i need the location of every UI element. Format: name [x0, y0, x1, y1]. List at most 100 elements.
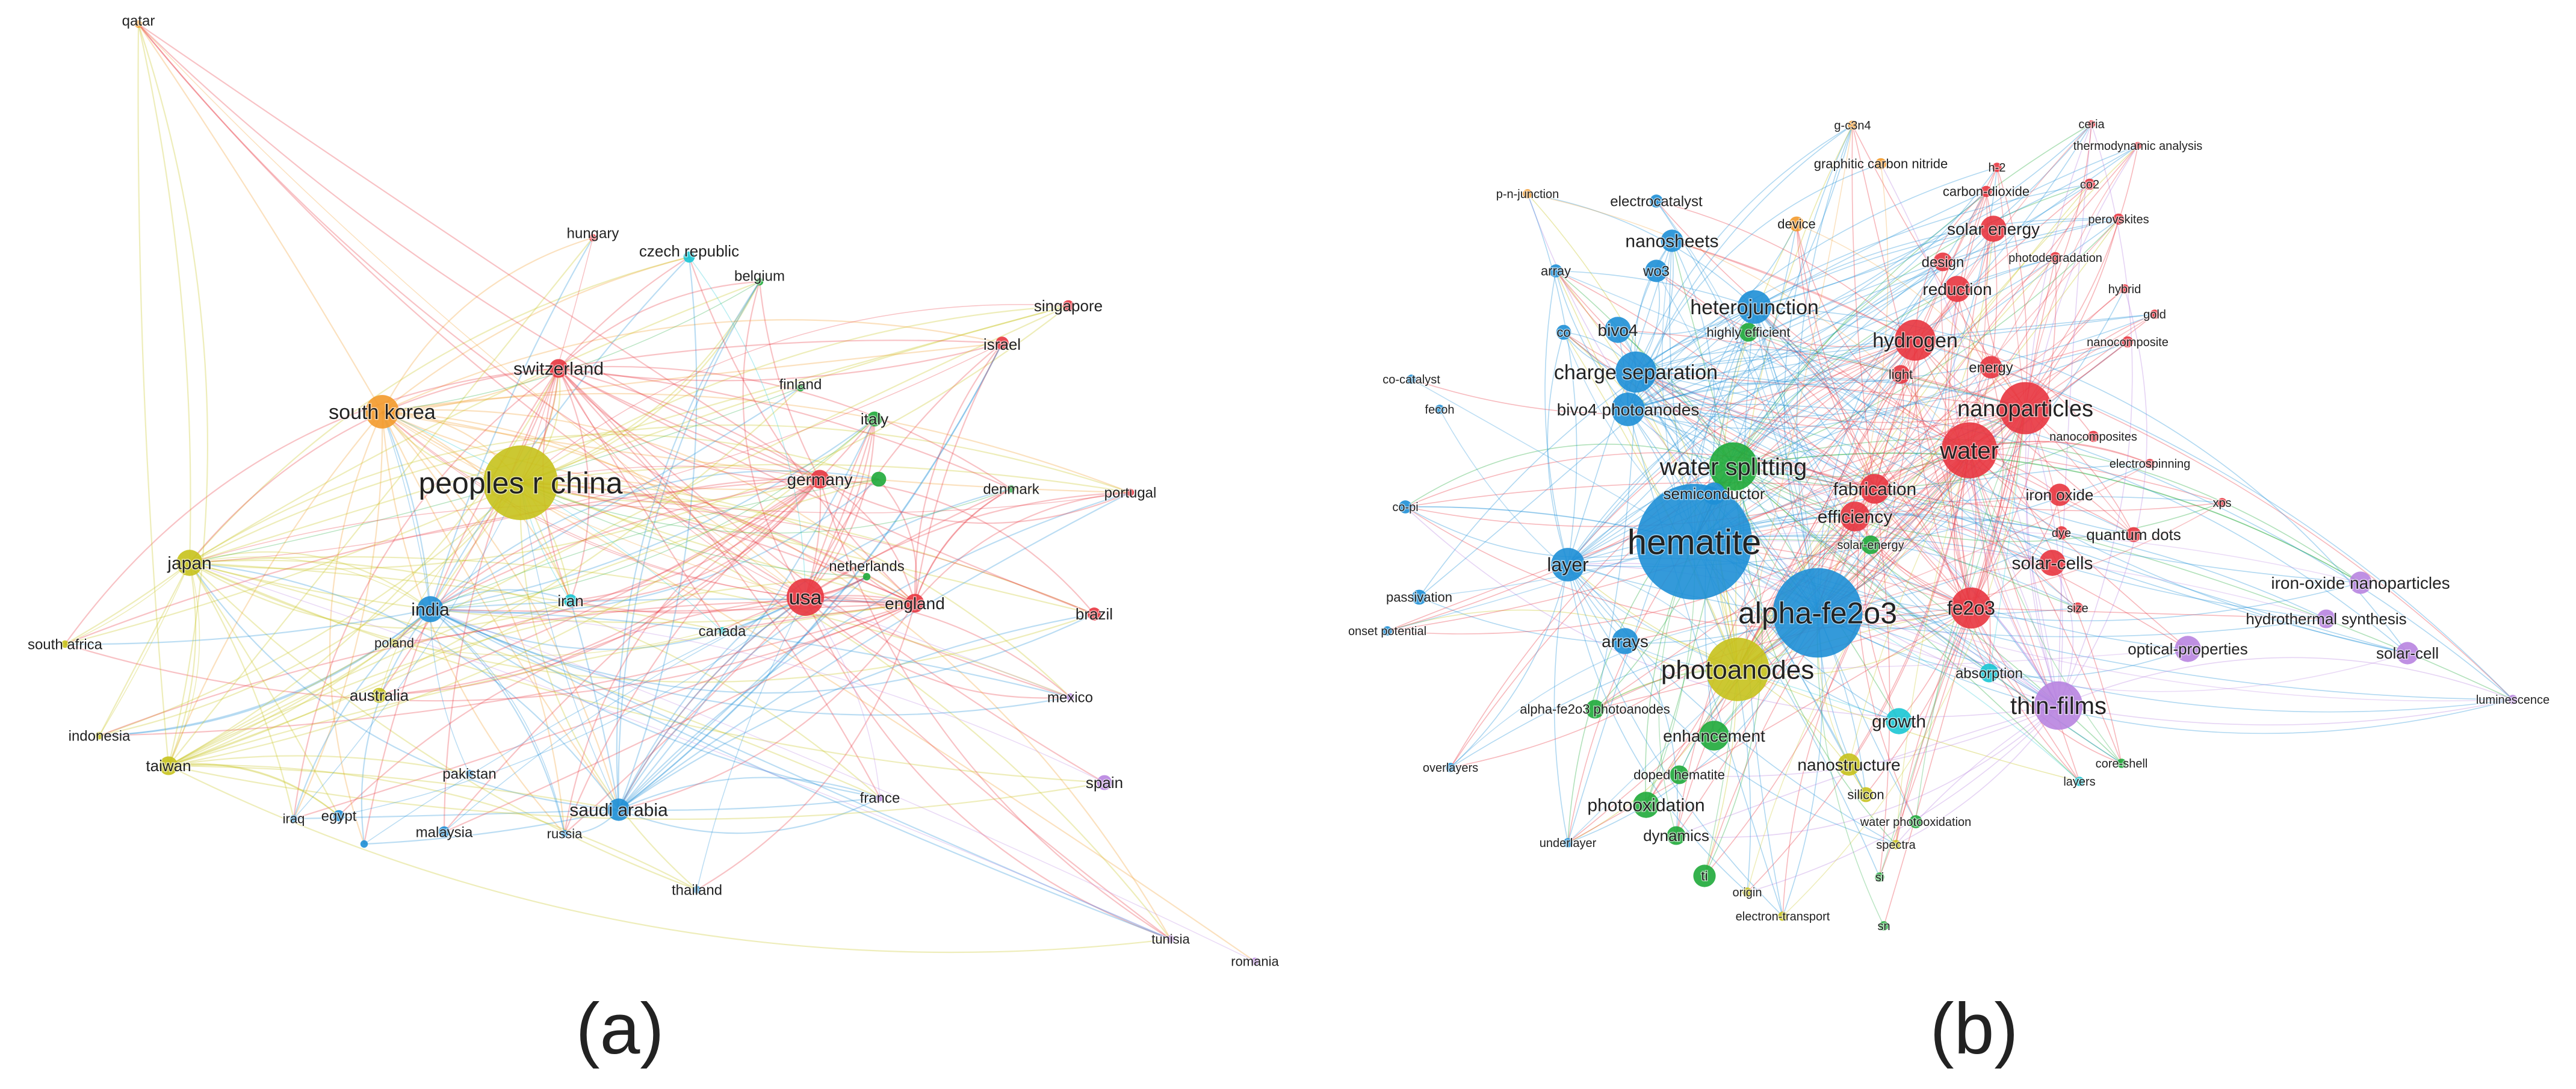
- edge-a-11-22: [819, 478, 1095, 615]
- labels-panel-a: qatar hungary czech republic belgium singapo…: [26, 12, 1280, 970]
- edge-b-24-60: [1915, 340, 1991, 674]
- edge-b-31-58: [1627, 403, 2408, 654]
- edge-a-7-35: [382, 411, 619, 810]
- edge-b-30-28: [1635, 371, 2026, 409]
- edge-a-26-19: [805, 597, 1071, 698]
- edge-a-15-37: [189, 562, 1105, 784]
- node-a-france: [876, 793, 884, 802]
- edge-a-6-18: [558, 368, 590, 601]
- label-b-co2: co2: [2080, 178, 2099, 191]
- edge-b-66-51: [1450, 612, 1818, 768]
- edge-a-19-9: [805, 418, 876, 598]
- edge-b-33-11: [1966, 228, 1994, 451]
- edge-b-78-30: [1879, 408, 2026, 878]
- node-b-highly-efficient: [1739, 323, 1758, 342]
- edge-b-24-59: [1737, 340, 1916, 670]
- edge-a-35-16: [618, 576, 867, 810]
- edge-a-40-17: [430, 609, 1255, 962]
- edge-b-33-23: [1748, 332, 1970, 451]
- edge-a-19-13: [805, 488, 1012, 598]
- edge-b-37-57: [1874, 488, 2188, 650]
- node-b-bivo4-photoanodes: [1611, 392, 1645, 426]
- edge-b-31-71: [1627, 409, 1866, 795]
- edge-a-28-39: [168, 765, 1171, 954]
- edge-b-47-2: [1567, 145, 2138, 565]
- nodes-panel-a: [61, 20, 1259, 966]
- label-b-si: si: [1875, 871, 1884, 884]
- edge-b-37-55: [1387, 488, 1875, 631]
- edge-b-2-30: [2025, 145, 2138, 409]
- edge-b-33-70: [1969, 450, 2080, 782]
- edge-b-24-61: [1915, 340, 2513, 700]
- node-b-bivo4: [1605, 317, 1631, 343]
- label-a-hungary: hungary: [567, 225, 619, 241]
- edge-a-7-2: [382, 256, 690, 412]
- label-b-co: co: [1556, 325, 1570, 340]
- node-b-co-pi: [1399, 500, 1412, 513]
- edge-b-52-76: [1895, 607, 1972, 845]
- node-b-water-splitting: [1709, 442, 1758, 491]
- edge-b-51-0: [1796, 125, 1853, 613]
- label-b-array: array: [1541, 264, 1571, 279]
- label-a-portugal: portugal: [1104, 485, 1157, 501]
- label-b-hydrothermal-synthesis: hydrothermal synthesis: [2246, 610, 2406, 628]
- node-a-canada: [718, 627, 726, 635]
- edge-b-45-8: [1694, 191, 1987, 542]
- label-b-solar-cell: solar-cell: [2376, 644, 2439, 662]
- edge-a-11-18: [570, 479, 820, 602]
- node-a-iran: [564, 594, 577, 607]
- edge-a-23-19: [394, 597, 806, 656]
- edge-a-15-17: [189, 551, 431, 610]
- edge-a-19-31: [338, 596, 806, 816]
- edge-a-37-17: [430, 609, 1105, 783]
- node-a-india: [417, 596, 444, 622]
- edge-b-59-22: [1563, 332, 1738, 670]
- node-b-alpha-fe2o3: [1773, 568, 1863, 658]
- edge-b-59-55: [1387, 609, 1738, 670]
- edge-a-15-3: [189, 281, 760, 563]
- label-b-electrocatalyst: electrocatalyst: [1610, 193, 1703, 209]
- label-a-egypt: egypt: [321, 808, 357, 824]
- node-a-denmark: [1007, 485, 1015, 493]
- edge-b-52-15: [1555, 270, 1972, 609]
- node-b-design: [1933, 252, 1952, 271]
- edge-b-31-80: [1627, 409, 1783, 917]
- edge-a-20-13: [914, 488, 1012, 604]
- edge-b-47-76: [1567, 564, 1896, 845]
- edge-b-24-72: [1646, 340, 1916, 805]
- edge-a-17-18: [430, 589, 571, 610]
- edge-b-51-57: [1817, 612, 2188, 678]
- edge-a-20-21: [722, 602, 915, 632]
- edge-a-17-12: [430, 479, 879, 614]
- edge-b-51-13: [1817, 261, 1943, 613]
- edge-b-68-33: [1848, 450, 1970, 765]
- node-b-layer: [1551, 548, 1585, 582]
- label-a-pakistan: pakistan: [442, 766, 496, 782]
- label-b-electron-transport: electron-transport: [1736, 910, 1830, 923]
- label-b-layers: layers: [2063, 775, 2095, 789]
- edge-a-35-19: [618, 597, 806, 810]
- label-a-indonesia: indonesia: [69, 728, 131, 744]
- edge-b-52-67: [1971, 607, 2122, 764]
- label-b-hydrogen: hydrogen: [1872, 329, 1958, 352]
- node-b-sn: [1879, 921, 1889, 931]
- edge-b-3-51: [1817, 163, 1889, 613]
- edge-a-28-37: [168, 765, 1105, 820]
- edge-b-28-58: [1635, 371, 2408, 654]
- node-b-wo3: [1645, 259, 1668, 282]
- edge-b-52-62: [1594, 607, 1972, 710]
- node-b-fecoh: [1435, 405, 1444, 414]
- edge-a-33-19: [444, 597, 806, 833]
- edge-a-17-27: [99, 609, 431, 737]
- edge-b-35-49: [1733, 452, 2361, 583]
- edge-b-37-31: [1627, 407, 1875, 489]
- node-b-graphitic-carbon-nitride: [1875, 158, 1887, 170]
- edge-b-63-74: [1676, 705, 2059, 838]
- label-a-india: india: [411, 600, 450, 620]
- edge-a-20-27: [99, 602, 915, 737]
- edge-a-17-30: [293, 609, 431, 819]
- edge-a-6-2: [558, 256, 690, 369]
- edge-b-47-22: [1547, 332, 1568, 565]
- node-a-israel: [995, 337, 1009, 350]
- label-b-layer: layer: [1547, 554, 1589, 576]
